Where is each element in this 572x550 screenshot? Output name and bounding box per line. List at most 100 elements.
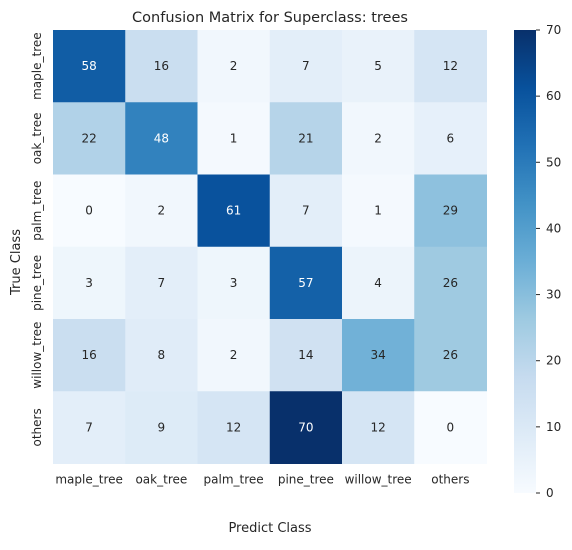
cell-value-label: 2 <box>230 348 238 362</box>
cell-value-label: 4 <box>374 276 382 290</box>
colorbar-tick-label: 60 <box>546 89 561 103</box>
cell-value-label: 2 <box>230 59 238 73</box>
y-tick-labels: maple_tree oak_tree palm_tree pine_treewill… <box>30 32 44 446</box>
y-tick-label: pine_tree <box>30 255 44 311</box>
x-tick-label: palm_tree <box>204 473 264 487</box>
cell-value-label: 2 <box>158 204 166 218</box>
y-tick-label: oak_tree <box>30 112 44 164</box>
heatmap-cell <box>53 391 126 464</box>
cell-value-label: 9 <box>158 420 166 434</box>
heatmap-cell <box>53 319 126 392</box>
heatmap-cell <box>342 391 415 464</box>
heatmap-cell <box>125 319 198 392</box>
cell-value-label: 7 <box>158 276 166 290</box>
heatmap-cell <box>53 246 126 320</box>
heatmap-cell <box>414 102 487 175</box>
x-tick-label: others <box>431 473 469 487</box>
colorbar-tick-label: 50 <box>546 155 561 169</box>
cell-value-label: 3 <box>230 276 238 290</box>
heatmap-cell <box>53 102 126 175</box>
heatmap-cell <box>269 174 343 248</box>
colorbar-tick-label: 0 <box>546 486 554 500</box>
cell-value-label: 70 <box>298 420 313 434</box>
cell-value-label: 7 <box>85 420 93 434</box>
x-tick-label: maple_tree <box>55 473 123 487</box>
colorbar-ticks: 0 10 20 30 40 50 60 70 <box>536 23 561 500</box>
colorbar-tick-label: 30 <box>546 288 561 302</box>
cell-value-label: 21 <box>298 131 313 145</box>
x-tick-labels: maple_tree oak_tree palm_tree pine_tree will… <box>55 473 469 487</box>
cell-value-label: 12 <box>443 59 458 73</box>
cell-value-label: 61 <box>226 204 241 218</box>
heatmap-cell <box>269 391 343 464</box>
cell-value-label: 58 <box>81 59 96 73</box>
heatmap-cell <box>197 246 271 320</box>
y-tick-label: willow_tree <box>30 322 44 389</box>
heatmap-cell <box>53 174 126 248</box>
heatmap-cell <box>125 174 198 248</box>
cell-value-label: 6 <box>447 131 455 145</box>
heatmap-cell <box>342 102 415 175</box>
cell-value-label: 22 <box>81 131 96 145</box>
cell-value-label: 12 <box>226 420 241 434</box>
y-tick-label: maple_tree <box>30 32 44 100</box>
heatmap-cell <box>125 30 198 103</box>
y-tick-label: others <box>30 408 44 446</box>
heatmap-cell <box>125 246 198 320</box>
heatmap-cell <box>414 391 487 464</box>
heatmap-cell <box>342 30 415 103</box>
heatmap-cell <box>414 30 487 103</box>
heatmap-cell <box>197 30 271 103</box>
cell-value-label: 8 <box>158 348 166 362</box>
heatmap-cell <box>269 30 343 103</box>
x-tick-label: willow_tree <box>345 473 412 487</box>
heatmap-cell <box>414 246 487 320</box>
colorbar-tick-label: 20 <box>546 354 561 368</box>
heatmap-cell <box>269 319 343 392</box>
chart-title: Confusion Matrix for Superclass: trees <box>132 10 408 26</box>
cell-value-label: 16 <box>154 59 169 73</box>
heatmap-cell <box>342 319 415 392</box>
x-tick-label: pine_tree <box>278 473 334 487</box>
colorbar-tick-label: 70 <box>546 23 561 37</box>
heatmap-cell <box>342 174 415 248</box>
y-axis-label: True Class <box>9 229 24 296</box>
cell-value-label: 0 <box>447 420 455 434</box>
cell-value-label: 12 <box>370 420 385 434</box>
cell-value-label: 5 <box>374 59 382 73</box>
heatmap-cell <box>125 391 198 464</box>
cell-value-label: 1 <box>374 204 382 218</box>
cell-value-label: 7 <box>302 204 310 218</box>
heatmap-cell <box>197 102 271 175</box>
cell-value-label: 26 <box>443 348 458 362</box>
heatmap-cell <box>269 102 343 175</box>
cell-value-label: 7 <box>302 59 310 73</box>
colorbar-tick-label: 40 <box>546 221 561 235</box>
cell-value-label: 26 <box>443 276 458 290</box>
x-axis-label: Predict Class <box>228 521 311 536</box>
cell-value-label: 3 <box>85 276 93 290</box>
y-tick-label: palm_tree <box>30 181 44 241</box>
heatmap-cell <box>197 391 271 464</box>
heatmap-cell <box>197 319 271 392</box>
heatmap-cell <box>269 246 343 320</box>
heatmap-cell <box>414 174 487 248</box>
cell-value-label: 0 <box>85 204 93 218</box>
cell-value-label: 14 <box>298 348 313 362</box>
colorbar <box>514 30 536 493</box>
heatmap-cell <box>53 30 126 103</box>
cell-value-label: 2 <box>374 131 382 145</box>
heatmap-cell <box>125 102 198 175</box>
cell-value-label: 57 <box>298 276 313 290</box>
heatmap-cell <box>342 246 415 320</box>
heatmap-cell <box>197 174 271 248</box>
colorbar-tick-label: 10 <box>546 420 561 434</box>
heatmap-cell <box>414 319 487 392</box>
cell-value-label: 16 <box>81 348 96 362</box>
x-tick-label: oak_tree <box>135 473 187 487</box>
cell-value-label: 48 <box>154 131 169 145</box>
cell-value-label: 34 <box>370 348 385 362</box>
cell-value-label: 1 <box>230 131 238 145</box>
